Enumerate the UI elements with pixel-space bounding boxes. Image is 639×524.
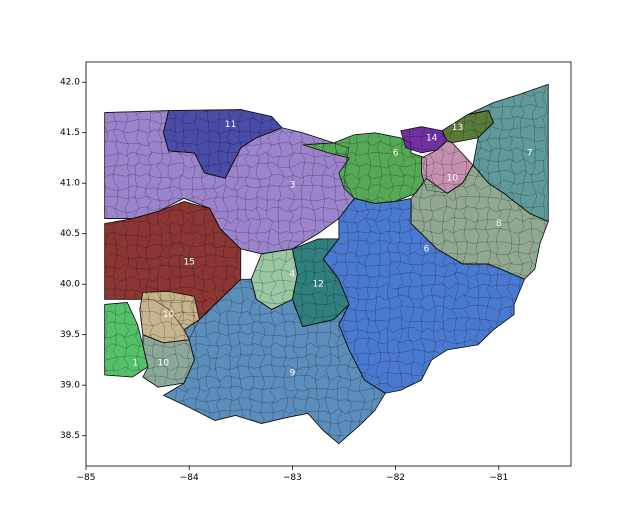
district-6-label: 6 [424,244,430,254]
district-3-label: 3 [290,181,296,191]
district-7-label: 7 [527,148,533,158]
x-tick-label: −82 [386,473,405,483]
district-14-label: 14 [426,133,438,143]
y-tick-label: 40.5 [60,229,80,239]
y-tick-label: 40.0 [60,280,80,290]
district-4-label: 4 [290,270,296,280]
district-1-label: 1 [133,358,139,368]
district-10-label: 10 [163,310,175,320]
x-tick-label: −81 [489,473,508,483]
x-axis-ticks: −85 −84 −83 −82 −81 [77,466,508,483]
y-tick-label: 39.0 [60,381,80,391]
y-axis-ticks: 38.5 39.0 39.5 40.0 40.5 41.0 41.5 42.0 [60,78,86,441]
x-tick-label: −84 [180,473,199,483]
district-11-label: 11 [225,120,236,130]
district-8-label: 8 [496,219,502,229]
y-tick-label: 41.5 [60,128,80,138]
district-14-precinct-lines [400,126,448,153]
district-10-label: 10 [158,358,170,368]
y-tick-label: 41.0 [60,179,80,189]
district-6-label: 6 [393,148,399,158]
district-12-precinct-lines [292,238,350,327]
y-tick-label: 38.5 [60,431,80,441]
x-tick-label: −83 [283,473,302,483]
y-tick-label: 39.5 [60,330,80,340]
y-tick-label: 42.0 [60,78,80,88]
district-labels: 11 3 6 14 13 7 10 8 6 15 4 12 10 1 10 9 [133,120,533,378]
district-10-label: 10 [447,174,459,184]
district-13-label: 13 [452,123,463,133]
district-12-label: 12 [312,280,323,290]
x-tick-label: −85 [77,473,96,483]
district-15-label: 15 [183,257,194,267]
district-9-label: 9 [290,369,296,379]
